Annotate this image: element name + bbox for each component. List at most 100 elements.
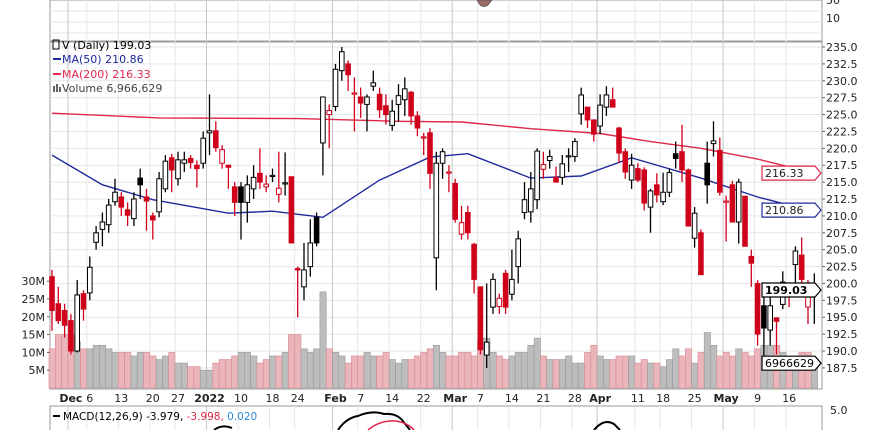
volume-bar (590, 344, 598, 389)
candle-body (74, 294, 81, 352)
candle-body (597, 104, 603, 127)
volume-bar (615, 355, 623, 389)
volume-bar (149, 355, 157, 389)
candle-body (162, 160, 169, 190)
candle-body (679, 151, 685, 171)
volume-bar (640, 359, 648, 389)
volume-bar (647, 362, 655, 389)
candle-body (717, 149, 723, 193)
x-axis-label: 7 (357, 392, 364, 405)
volume-bar (546, 359, 554, 389)
volume-bar (634, 362, 642, 389)
candle-body (647, 190, 654, 208)
volume-bar (401, 359, 409, 389)
candle-body (326, 110, 332, 116)
candle-body (742, 195, 748, 247)
x-axis-label: 27 (171, 392, 185, 405)
volume-bar (684, 348, 692, 389)
volume-bar (288, 334, 295, 389)
candle-body (231, 186, 238, 203)
volume-bar (540, 355, 548, 389)
macd-tick-5: 5.0 (830, 404, 848, 417)
candle-body (175, 159, 181, 180)
volume-bar (187, 366, 195, 389)
candle-body (93, 232, 99, 243)
candle-body (288, 176, 295, 244)
candle-body (622, 151, 629, 173)
x-axis-label: May (713, 392, 738, 405)
candle-body (187, 157, 194, 164)
candle-body (55, 303, 62, 322)
candle-body (313, 216, 320, 244)
ma200-tag-label: 216.33 (765, 167, 804, 180)
price-tick-label: 212.5 (826, 193, 858, 206)
volume-bar (338, 355, 346, 389)
volume-bar (225, 359, 232, 389)
candle-body (672, 153, 679, 159)
volume-bar (162, 355, 169, 389)
candle-body (704, 162, 711, 186)
candle-body (761, 305, 767, 329)
ma50-tag-label: 210.86 (765, 204, 804, 217)
candle-body (124, 209, 131, 216)
price-tick-label: 215.0 (826, 176, 858, 189)
volume-bars (48, 291, 818, 389)
volume-bar (470, 355, 478, 389)
candle-body (515, 238, 522, 268)
x-axis-label: Mar (443, 392, 467, 405)
candle-body (282, 182, 288, 185)
price-tick-label: 227.5 (826, 92, 858, 105)
x-axis-label: 14 (505, 392, 519, 405)
candle-body (250, 176, 257, 190)
volume-bar (48, 348, 56, 389)
volume-bar (495, 355, 503, 389)
candle-body (471, 243, 477, 280)
volume-tick-label: 10M (22, 346, 46, 359)
candle-body (452, 182, 458, 220)
x-axis-label: 28 (568, 392, 582, 405)
ma200-tag-box (761, 165, 822, 181)
candle-body (80, 293, 87, 310)
price-tick-label: 232.5 (826, 58, 858, 71)
candle-body (213, 130, 219, 149)
candle-body (534, 150, 540, 201)
volume-bar (92, 344, 100, 389)
candle-body (294, 268, 301, 271)
candle-body (307, 242, 314, 268)
volume-bar (603, 359, 611, 389)
volume-tag-box (761, 355, 822, 371)
volume-bar (313, 348, 321, 389)
volume-bar (722, 352, 730, 389)
volume-bar (653, 362, 661, 389)
candle-body (767, 305, 774, 331)
candle-body (427, 132, 433, 174)
volume-tick-label: 30M (22, 275, 46, 288)
volume-bar (414, 355, 421, 389)
candle-body (219, 149, 225, 164)
volume-bar (407, 359, 415, 389)
candle-body (691, 212, 698, 239)
volume-bar (256, 362, 264, 389)
volume-bar (489, 352, 497, 389)
candle-body (502, 272, 509, 308)
candle-body (364, 96, 370, 105)
volume-bar (395, 362, 403, 389)
candle-body (496, 297, 503, 307)
volume-bar (451, 355, 459, 389)
ma50-line (51, 152, 815, 219)
price-tick-label: 192.5 (826, 328, 858, 341)
volume-tag-label: 6966629 (765, 357, 814, 370)
candle-body (414, 115, 421, 129)
candle-body (395, 95, 402, 105)
candle-body (509, 278, 515, 295)
candle-body (181, 159, 188, 164)
x-axis-label: 14 (385, 392, 399, 405)
legend-ma200: MA(200) 216.33 (62, 68, 151, 81)
volume-bar (508, 355, 516, 389)
macd-legend: MACD(12,26,9) -3.979, -3.998, 0.020 (63, 411, 257, 423)
candle-body (616, 127, 622, 154)
volume-bar (609, 359, 617, 389)
volume-bar (672, 348, 680, 389)
candle-body (565, 155, 572, 158)
candle-body (370, 82, 377, 87)
